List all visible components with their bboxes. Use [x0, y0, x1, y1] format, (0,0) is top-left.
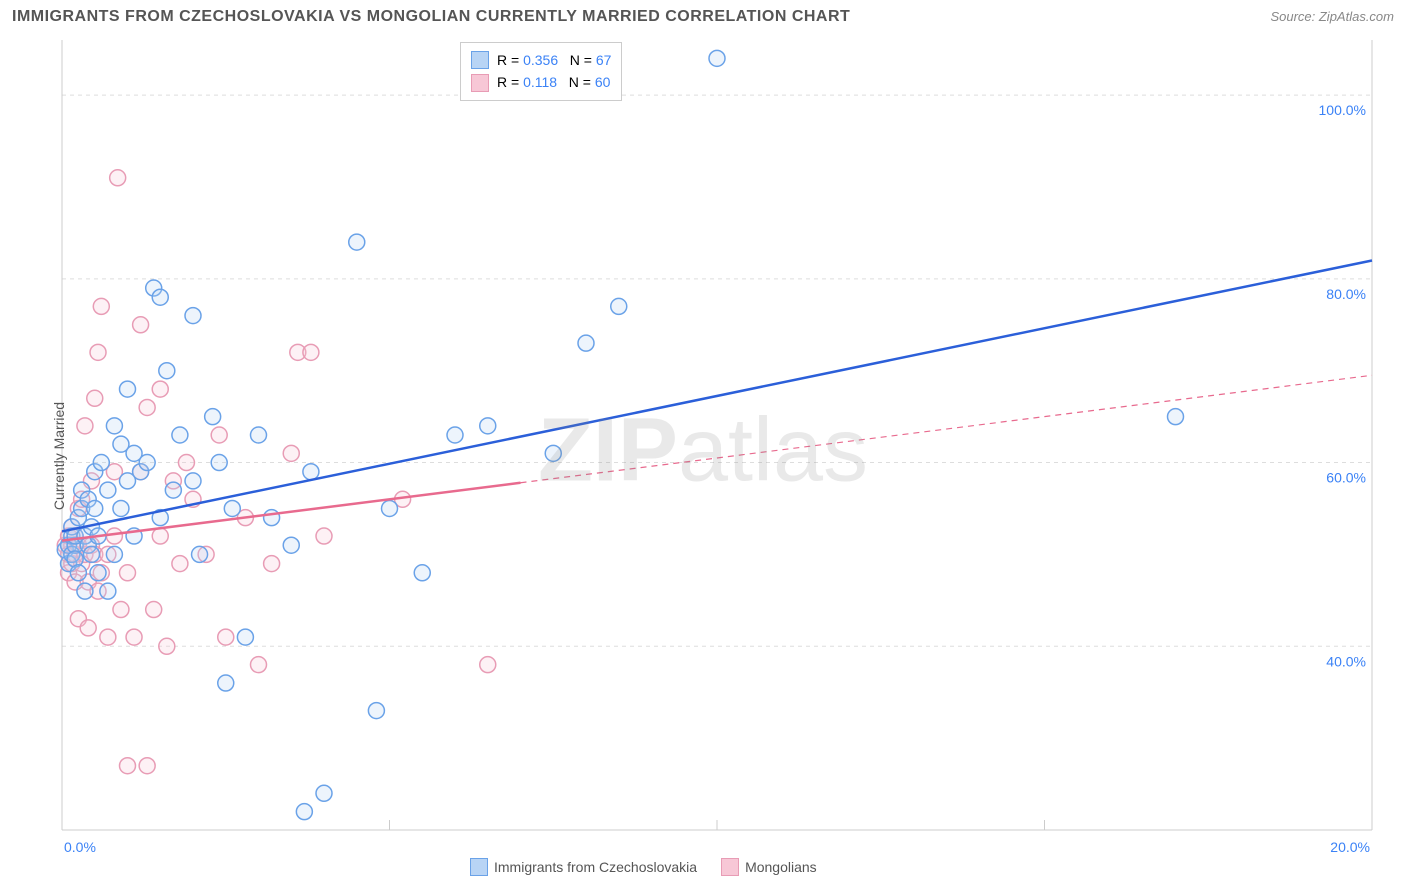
legend-series-item: Mongolians — [721, 858, 817, 876]
svg-text:80.0%: 80.0% — [1326, 286, 1366, 302]
legend-stat-text: R = 0.118 N = 60 — [497, 71, 610, 93]
legend-series: Immigrants from Czechoslovakia Mongolians — [470, 858, 817, 876]
legend-stat-row: R = 0.356 N = 67 — [471, 49, 611, 71]
legend-swatch — [470, 858, 488, 876]
svg-text:60.0%: 60.0% — [1326, 470, 1366, 486]
legend-swatch — [471, 51, 489, 69]
chart-title: IMMIGRANTS FROM CZECHOSLOVAKIA VS MONGOL… — [12, 8, 850, 26]
chart-area: Currently Married 40.0% 60.0% 80.0% 100.0% 0… — [10, 40, 1396, 872]
y-axis-label: Currently Married — [51, 402, 67, 510]
svg-text:100.0%: 100.0% — [1319, 102, 1366, 118]
source-label: Source: ZipAtlas.com — [1270, 9, 1394, 24]
legend-stats-box: R = 0.356 N = 67R = 0.118 N = 60 — [460, 42, 622, 101]
legend-stat-row: R = 0.118 N = 60 — [471, 71, 611, 93]
svg-text:40.0%: 40.0% — [1326, 653, 1366, 669]
legend-series-label: Mongolians — [745, 859, 817, 875]
svg-text:0.0%: 0.0% — [64, 839, 96, 855]
legend-swatch — [721, 858, 739, 876]
legend-swatch — [471, 74, 489, 92]
legend-series-label: Immigrants from Czechoslovakia — [494, 859, 697, 875]
legend-series-item: Immigrants from Czechoslovakia — [470, 858, 697, 876]
legend-stat-text: R = 0.356 N = 67 — [497, 49, 611, 71]
svg-text:20.0%: 20.0% — [1330, 839, 1370, 855]
scatter-chart-svg: 40.0% 60.0% 80.0% 100.0% 0.0% 20.0% — [10, 40, 1396, 872]
